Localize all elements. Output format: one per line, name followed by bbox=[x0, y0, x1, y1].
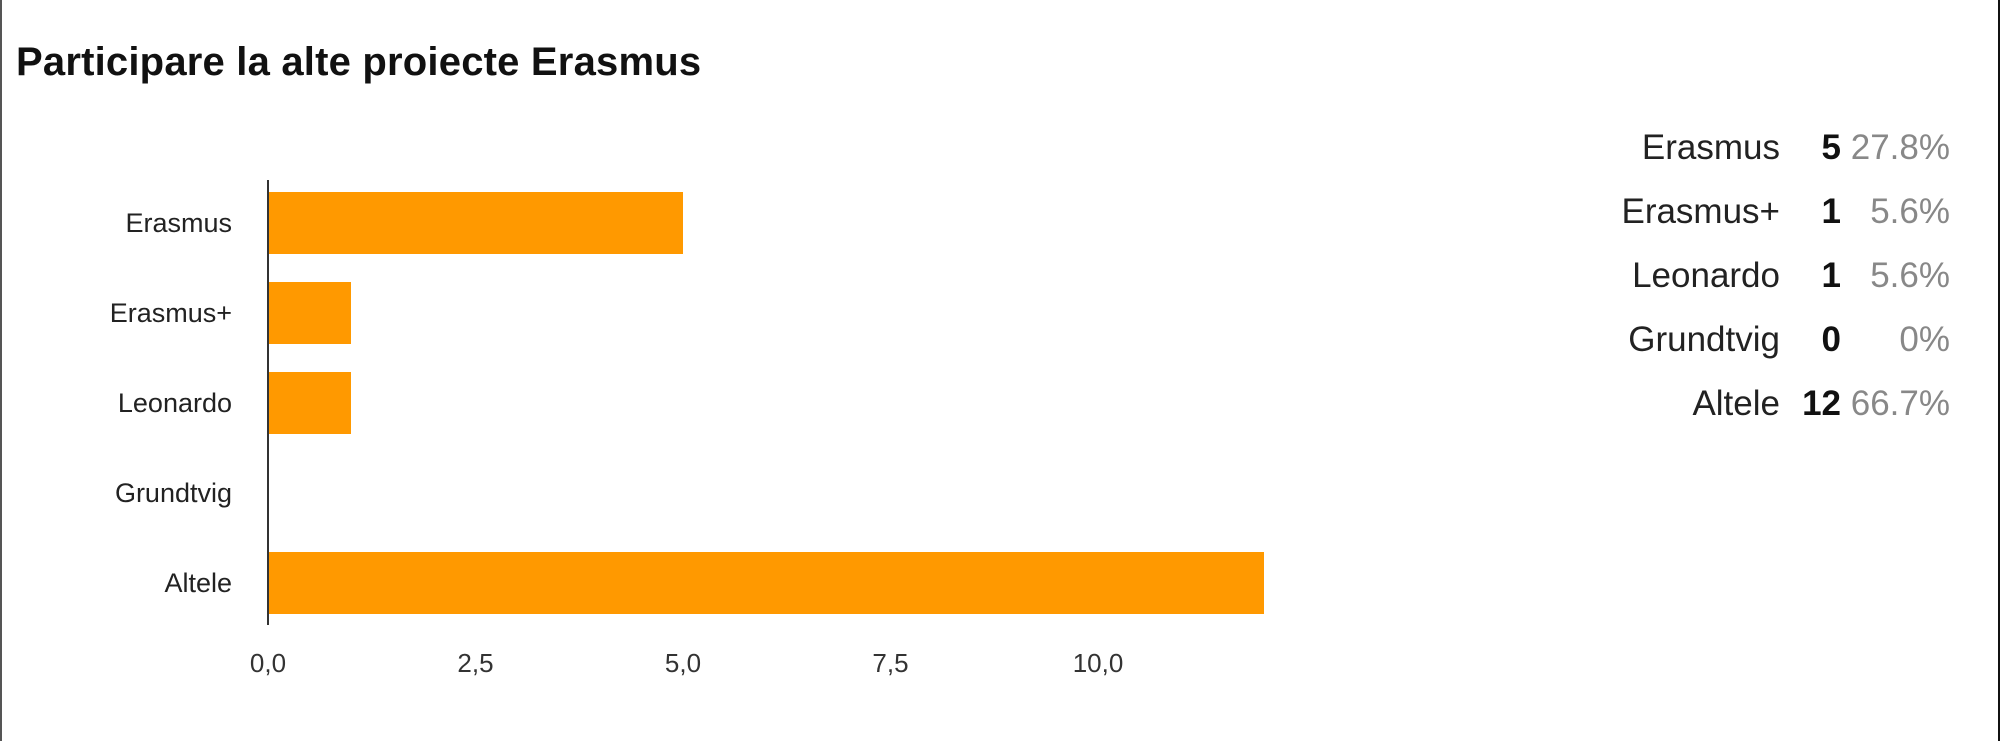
stats-label: Grundtvig bbox=[1628, 320, 1780, 359]
stats-count: 12 bbox=[1802, 384, 1841, 423]
stats-row-altele: Altele 12 66.7% bbox=[1450, 384, 1950, 434]
x-tick-label: 7,5 bbox=[872, 648, 908, 678]
stats-percent: 66.7% bbox=[1850, 384, 1950, 423]
bar-2 bbox=[268, 372, 351, 434]
category-label: Grundtvig bbox=[115, 478, 232, 508]
category-label: Altele bbox=[164, 568, 232, 598]
bar-4 bbox=[268, 552, 1264, 614]
stats-row-grundtvig: Grundtvig 0 0% bbox=[1450, 320, 1950, 370]
bar-0 bbox=[268, 192, 683, 254]
chart-title: Participare la alte proiecte Erasmus bbox=[16, 40, 702, 84]
stats-count: 0 bbox=[1821, 320, 1841, 359]
stats-count: 5 bbox=[1821, 128, 1841, 167]
bar-1 bbox=[268, 282, 351, 344]
stats-count: 1 bbox=[1821, 256, 1841, 295]
stats-label: Altele bbox=[1692, 384, 1780, 423]
stats-count: 1 bbox=[1821, 192, 1841, 231]
category-label: Erasmus+ bbox=[110, 298, 232, 328]
stats-label: Erasmus+ bbox=[1621, 192, 1780, 231]
stats-label: Leonardo bbox=[1632, 256, 1780, 295]
x-tick-label: 5,0 bbox=[665, 648, 701, 678]
stats-row-leonardo: Leonardo 1 5.6% bbox=[1450, 256, 1950, 306]
bar-chart: Erasmus Erasmus+ Leonardo Grundtvig Altele 0,… bbox=[110, 180, 1264, 678]
x-tick-label: 2,5 bbox=[457, 648, 493, 678]
stats-percent: 0% bbox=[1899, 320, 1950, 359]
stats-row-erasmus-plus: Erasmus+ 1 5.6% bbox=[1450, 192, 1950, 242]
stats-row-erasmus: Erasmus 5 27.8% bbox=[1450, 128, 1950, 178]
stats-percent: 5.6% bbox=[1870, 192, 1950, 231]
x-tick-label: 0,0 bbox=[250, 648, 286, 678]
x-tick-label: 10,0 bbox=[1073, 648, 1124, 678]
category-label: Erasmus bbox=[125, 208, 232, 238]
stats-percent: 5.6% bbox=[1870, 256, 1950, 295]
category-label: Leonardo bbox=[118, 388, 232, 418]
stats-percent: 27.8% bbox=[1850, 128, 1950, 167]
stats-label: Erasmus bbox=[1641, 128, 1780, 167]
